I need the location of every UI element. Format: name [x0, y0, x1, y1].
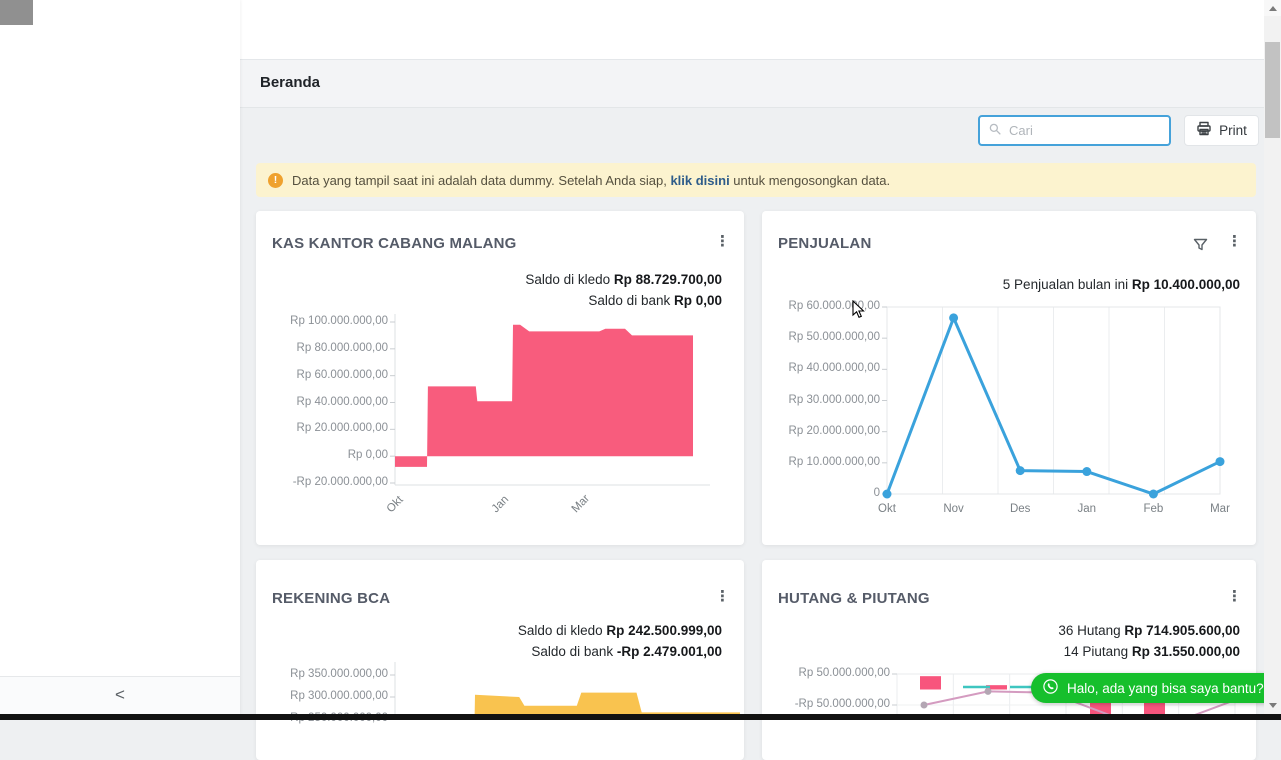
- y-axis-tick-label: Rp 50.000.000,00: [788, 331, 880, 344]
- scrollbar-down-arrow[interactable]: [1264, 697, 1281, 714]
- page-header-strip: [240, 59, 1264, 108]
- y-axis-tick-label: Rp 50.000.000,00: [798, 667, 890, 679]
- kebab-menu-icon[interactable]: ⋮: [715, 588, 730, 605]
- y-axis-tick-label: -Rp 20.000.000,00: [292, 476, 388, 488]
- whatsapp-chat-button[interactable]: Halo, ada yang bisa saya bantu?: [1031, 673, 1280, 703]
- scrollbar-up-arrow[interactable]: [1264, 0, 1281, 16]
- corner-overlay: [0, 0, 33, 25]
- whatsapp-icon: [1042, 678, 1059, 698]
- x-axis-tick-label: Nov: [943, 503, 964, 515]
- card-title: PENJUALAN: [778, 235, 872, 252]
- y-axis-tick-label: Rp 0,00: [347, 449, 388, 462]
- saldo-kledo: Saldo di kledo Rp 242.500.999,00: [517, 623, 722, 638]
- search-icon: [988, 122, 1002, 139]
- y-axis-tick-label: Rp 60.000.000,00: [296, 368, 388, 381]
- warning-icon: !: [268, 172, 283, 188]
- chart-canvas: [882, 306, 1225, 499]
- y-axis-tick-label: Rp 40.000.000,00: [788, 362, 880, 375]
- y-axis-tick-label: -Rp 50.000.000,00: [794, 698, 890, 710]
- scrollbar-thumb[interactable]: [1265, 42, 1280, 138]
- page-title: Beranda: [260, 74, 321, 91]
- kebab-menu-icon[interactable]: ⋮: [1227, 233, 1242, 250]
- print-label: Print: [1219, 123, 1247, 138]
- page-scrollbar: [1264, 0, 1281, 714]
- x-axis-tick-label: Feb: [1143, 503, 1164, 515]
- kebab-menu-icon[interactable]: ⋮: [1227, 588, 1242, 605]
- penjualan-summary: 5 Penjualan bulan ini Rp 10.400.000,00: [1002, 277, 1240, 292]
- kebab-menu-icon[interactable]: ⋮: [715, 233, 730, 250]
- chat-label: Halo, ada yang bisa saya bantu?: [1067, 680, 1264, 696]
- y-axis-tick-label: Rp 30.000.000,00: [788, 393, 880, 406]
- x-axis-tick-label: Okt: [878, 503, 896, 515]
- y-axis-tick-label: Rp 300.000.000,00: [290, 690, 388, 702]
- bottom-black-bar: [0, 714, 1281, 720]
- x-axis-tick-label: Des: [1009, 503, 1031, 515]
- clear-data-link[interactable]: klik disini: [670, 172, 730, 188]
- search-box: [978, 115, 1171, 146]
- saldo-bank: Saldo di bank -Rp 2.479.001,00: [531, 644, 722, 659]
- sidebar-collapse-button[interactable]: <: [0, 676, 240, 715]
- chart-canvas: [390, 662, 740, 714]
- printer-icon: [1196, 121, 1212, 140]
- y-axis-tick-label: Rp 100.000.000,00: [290, 315, 388, 327]
- y-axis-tick-label: Rp 10.000.000,00: [788, 455, 880, 468]
- chart-canvas: [390, 314, 710, 486]
- banner-text: Data yang tampil saat ini adalah data du…: [292, 172, 671, 188]
- sidebar: [0, 0, 240, 714]
- card-hutang-piutang: HUTANG & PIUTANG ⋮ 36 Hutang Rp 714.905.…: [762, 560, 1256, 760]
- hutang-summary: 36 Hutang Rp 714.905.600,00: [1058, 623, 1240, 638]
- dummy-data-banner: ! Data yang tampil saat ini adalah data …: [256, 163, 1256, 197]
- filter-funnel-icon[interactable]: [1193, 238, 1208, 255]
- banner-text-2: untuk mengosongkan data.: [729, 172, 891, 188]
- y-axis-tick-label: 0: [873, 487, 880, 499]
- y-axis-tick-label: Rp 40.000.000,00: [296, 395, 388, 408]
- y-axis-tick-label: Rp 350.000.000,00: [290, 668, 388, 680]
- x-axis-tick-label: Mar: [1210, 503, 1230, 515]
- y-axis-tick-label: Rp 20.000.000,00: [788, 424, 880, 437]
- mouse-cursor: [852, 299, 868, 322]
- piutang-summary: 14 Piutang Rp 31.550.000,00: [1063, 644, 1240, 659]
- search-input[interactable]: [1007, 122, 1161, 139]
- print-button[interactable]: Print: [1184, 115, 1259, 146]
- saldo-bank: Saldo di bank Rp 0,00: [588, 293, 722, 308]
- topbar: [240, 0, 1264, 60]
- card-penjualan: PENJUALAN ⋮ 5 Penjualan bulan ini Rp 10.…: [762, 211, 1256, 545]
- x-axis-tick-label: Jan: [1077, 503, 1097, 515]
- y-axis-tick-label: Rp 80.000.000,00: [296, 341, 388, 354]
- card-title: KAS KANTOR CABANG MALANG: [272, 235, 517, 252]
- card-title: REKENING BCA: [272, 590, 391, 607]
- chart-canvas: [892, 673, 1238, 714]
- y-axis-tick-label: Rp 20.000.000,00: [296, 422, 388, 435]
- saldo-kledo: Saldo di kledo Rp 88.729.700,00: [525, 272, 722, 287]
- card-title: HUTANG & PIUTANG: [778, 590, 930, 607]
